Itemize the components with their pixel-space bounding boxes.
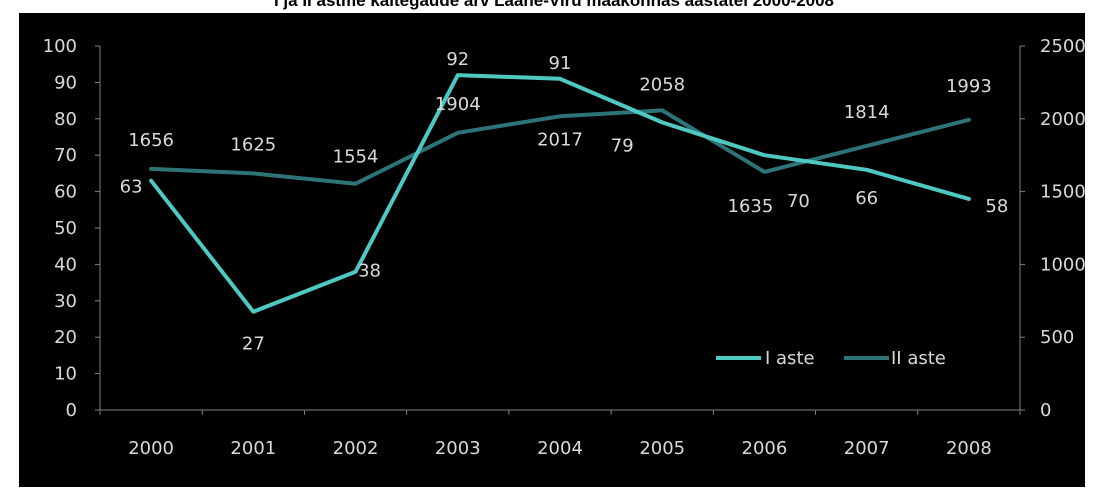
data-label-i-aste: 92: [446, 49, 469, 70]
data-label-ii-aste: 1993: [946, 76, 992, 97]
left-tick-label: 100: [43, 36, 77, 57]
data-label-i-aste: 38: [358, 261, 381, 282]
legend: I aste II aste: [716, 348, 946, 369]
data-label-i-aste: 63: [120, 177, 143, 198]
series-line-ii-aste: [149, 108, 971, 186]
x-tick-label: 2001: [230, 438, 276, 459]
data-label-i-aste: 70: [787, 191, 810, 212]
data-label-i-aste: 58: [985, 196, 1008, 217]
data-label-ii-aste: 2058: [639, 74, 685, 95]
right-tick-label: 1000: [1040, 254, 1085, 275]
legend-label-i-aste: I aste: [765, 348, 815, 369]
data-label-ii-aste: 1814: [844, 102, 890, 123]
data-label-ii-aste: 1904: [435, 94, 481, 115]
x-tick-label: 2008: [946, 438, 992, 459]
left-tick-label: 60: [54, 182, 77, 203]
data-labels: 63 27 38 92 91 79 70 66 58 1656 1625 1554 1904 2017 20…: [120, 49, 1009, 355]
left-tick-label: 50: [54, 218, 77, 239]
data-label-ii-aste: 1635: [728, 196, 774, 217]
right-tick-label: 1500: [1040, 182, 1085, 203]
x-tick-label: 2002: [333, 438, 379, 459]
left-axis-ticks: 0 10 20 30 40 50 60 70 80 90 100: [43, 36, 100, 421]
chart-title: I ja II astme kaitegaude arv Lääne-Viru …: [273, 0, 835, 10]
chart-area: 0 10 20 30 40 50 60 70 80 90 100 0 500 1000 1500 2000 2…: [19, 13, 1085, 487]
x-axis-ticks: 2000 2001 2002 2003 2004 2005 2006 2007 2008: [99, 410, 1021, 459]
legend-label-ii-aste: II aste: [891, 348, 946, 369]
left-tick-label: 70: [54, 145, 77, 166]
data-label-ii-aste: 1656: [128, 130, 174, 151]
series-layer: [149, 73, 971, 314]
x-tick-label: 2006: [742, 438, 788, 459]
x-tick-label: 2005: [639, 438, 685, 459]
data-label-ii-aste: 1625: [230, 134, 276, 155]
x-tick-label: 2004: [537, 438, 583, 459]
x-tick-label: 2000: [128, 438, 174, 459]
data-label-i-aste: 79: [611, 135, 634, 156]
left-tick-label: 10: [54, 364, 77, 385]
data-label-i-aste: 66: [855, 188, 878, 209]
right-tick-label: 500: [1040, 327, 1074, 348]
right-tick-label: 2500: [1040, 36, 1085, 57]
right-tick-label: 2000: [1040, 109, 1085, 130]
x-tick-label: 2007: [844, 438, 890, 459]
data-label-i-aste: 27: [242, 334, 265, 355]
right-axis-ticks: 0 500 1000 1500 2000 2500: [1020, 36, 1085, 421]
series-line-i-aste: [149, 73, 971, 314]
data-label-i-aste: 91: [549, 53, 572, 74]
left-tick-label: 80: [54, 109, 77, 130]
left-tick-label: 0: [66, 400, 77, 421]
right-tick-label: 0: [1040, 400, 1051, 421]
left-tick-label: 20: [54, 327, 77, 348]
x-tick-label: 2003: [435, 438, 481, 459]
left-tick-label: 40: [54, 254, 77, 275]
data-label-ii-aste: 1554: [333, 147, 379, 168]
data-label-ii-aste: 2017: [537, 129, 583, 150]
left-tick-label: 90: [54, 72, 77, 93]
left-tick-label: 30: [54, 291, 77, 312]
